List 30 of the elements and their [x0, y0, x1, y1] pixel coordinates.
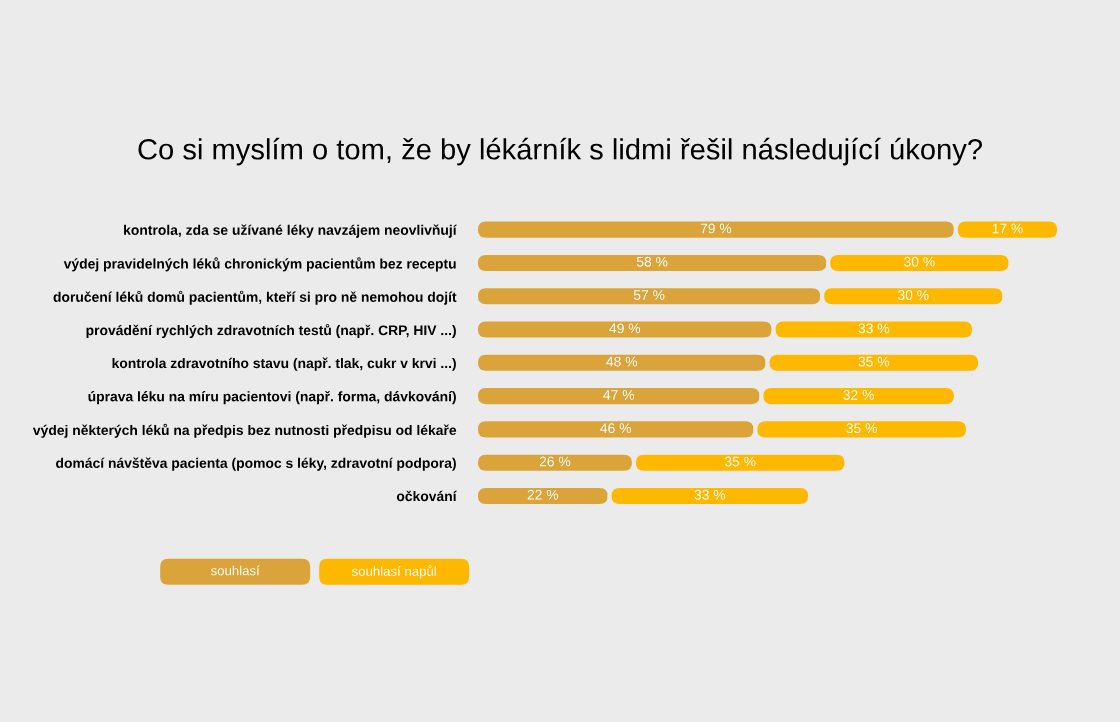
data-label: 79 % — [700, 223, 732, 234]
data-label: 22 % — [527, 489, 559, 500]
data-label: 48 % — [606, 356, 638, 367]
y-tick-label: doručení léků domů pacientům, kteří si pro ně nemohou dojít — [53, 290, 457, 305]
chart-title: Co si myslím o tom, že by lékárník s lidmi řešil následující úkony? — [138, 137, 982, 166]
y-tick-label: výdej některých léků na předpis bez nutnosti předpisu od lékaře — [32, 423, 457, 438]
data-label: 49 % — [609, 323, 641, 334]
data-label: 30 % — [897, 290, 929, 300]
y-tick-label: provádění rychlých zdravotních testů (např. CRP, HIV ...) — [86, 323, 456, 338]
text: souhlasí — [210, 565, 260, 576]
data-label: 46 % — [600, 423, 632, 434]
data-label: 35 % — [724, 456, 756, 467]
y-tick-label: kontrola, zda se užívané léky navzájem neovlivňují — [124, 224, 457, 238]
data-label: 33 % — [858, 323, 890, 334]
data-label: 47 % — [603, 390, 635, 400]
data-label: 33 % — [694, 489, 726, 500]
data-label: 35 % — [846, 423, 877, 434]
data-label: 17 % — [992, 223, 1023, 234]
data-label: 30 % — [904, 256, 935, 267]
data-label: 58 % — [636, 256, 668, 267]
data-label: 57 % — [633, 290, 665, 300]
data-label: 26 % — [539, 456, 571, 467]
data-label: 32 % — [843, 389, 874, 400]
y-tick-label: kontrola zdravotního stavu (např. tlak, cukr v krvi ...) — [112, 357, 456, 371]
data-label: 35 % — [858, 356, 890, 367]
text: souhlasí napůl — [351, 565, 436, 579]
y-tick-label: očkování — [396, 490, 457, 502]
y-tick-label: domácí návštěva pacienta (pomoc s léky, zdravotní podpora) — [56, 457, 456, 471]
y-tick-label: výdej pravidelných léků chronickým pacientům bez receptu — [63, 257, 456, 272]
y-tick-label: úprava léku na míru pacientovi (např. forma, dávkování) — [88, 390, 456, 405]
